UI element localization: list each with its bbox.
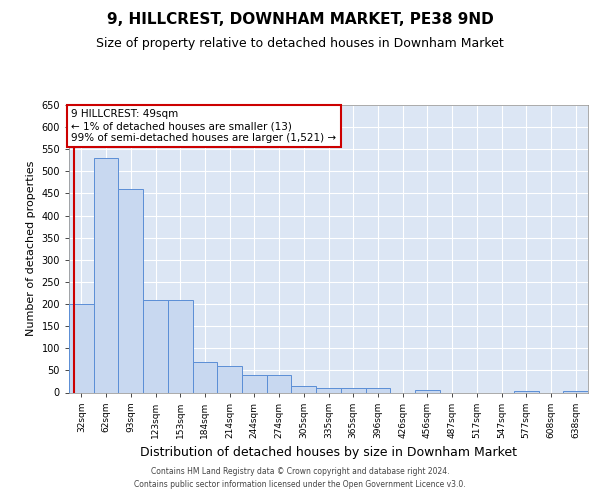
Bar	[514, 391, 539, 392]
Bar	[365, 388, 390, 392]
Bar	[415, 390, 440, 392]
Bar	[118, 189, 143, 392]
Bar	[242, 375, 267, 392]
Bar	[341, 388, 365, 392]
Bar	[94, 158, 118, 392]
Bar	[168, 300, 193, 392]
X-axis label: Distribution of detached houses by size in Downham Market: Distribution of detached houses by size …	[140, 446, 517, 459]
Text: Contains HM Land Registry data © Crown copyright and database right 2024.
Contai: Contains HM Land Registry data © Crown c…	[134, 467, 466, 489]
Bar	[563, 391, 588, 392]
Bar	[217, 366, 242, 392]
Y-axis label: Number of detached properties: Number of detached properties	[26, 161, 36, 336]
Bar	[267, 375, 292, 392]
Text: Size of property relative to detached houses in Downham Market: Size of property relative to detached ho…	[96, 38, 504, 51]
Text: 9 HILLCREST: 49sqm
← 1% of detached houses are smaller (13)
99% of semi-detached: 9 HILLCREST: 49sqm ← 1% of detached hous…	[71, 110, 337, 142]
Bar	[69, 304, 94, 392]
Bar	[193, 362, 217, 392]
Text: 9, HILLCREST, DOWNHAM MARKET, PE38 9ND: 9, HILLCREST, DOWNHAM MARKET, PE38 9ND	[107, 12, 493, 28]
Bar	[292, 386, 316, 392]
Bar	[143, 300, 168, 392]
Bar	[316, 388, 341, 392]
